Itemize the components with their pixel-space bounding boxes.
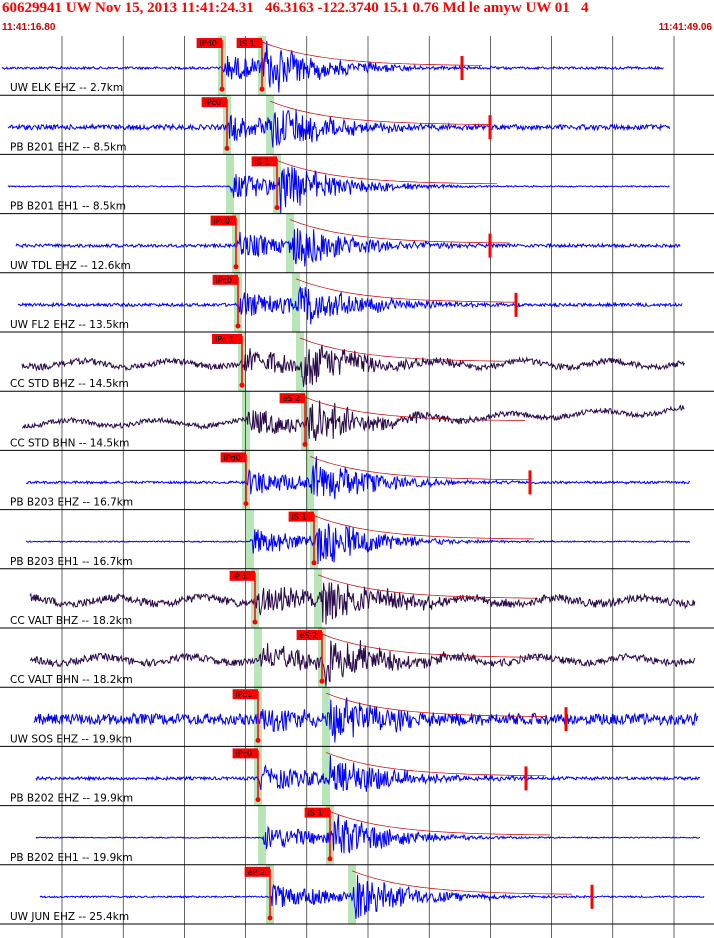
pick-end-marker [236,324,241,329]
pick-label: eP 2 [248,868,265,877]
pick-label: eS 2 [300,631,318,640]
channel-label: UW JUN EHZ -- 25.4km [10,911,129,923]
event-title: 60629941 UW Nov 15, 2013 11:41:24.31 46.… [2,0,589,17]
pick-end-marker [328,856,333,861]
pick-end-marker [220,87,225,92]
pick-end-marker [275,205,280,210]
channel-label: CC STD BHZ -- 14.5km [10,378,129,390]
channel-label: UW FL2 EHZ -- 13.5km [10,319,129,331]
channel-label: PB B202 EHZ -- 19.9km [10,793,133,805]
channel-label: UW TDL EHZ -- 12.6km [10,260,131,272]
pick-end-marker [303,442,308,447]
pick-end-marker [268,916,273,921]
pick-end-marker [256,738,261,743]
coda-end-marker[interactable] [591,885,594,909]
pick-label: iS 1 [255,157,270,166]
phase-window-shading [218,36,356,924]
pick-end-marker [320,679,325,684]
channel-label: PB B203 EH1 -- 16.7km [10,556,133,568]
pick-label: iPc0 [216,276,233,285]
channel-label: CC VALT BHZ -- 18.2km [10,615,132,627]
pick-end-marker [253,620,258,625]
waveform-trace [22,401,684,441]
channel-label: UW ELK EHZ -- 2.7km [10,82,123,94]
coda-end-marker[interactable] [489,234,492,258]
end-time-label: 11:41:49.06 [659,22,712,33]
coda-end-marker[interactable] [565,707,568,731]
coda-end-marker[interactable] [461,56,464,80]
pick-label: iPc0 [214,217,231,226]
pick-label: iS 1 [240,39,255,48]
pick-label: iPd0 [200,39,217,48]
pick-label: iP 1 [233,572,248,581]
coda-end-marker[interactable] [489,115,492,139]
pick-label: iPc1 [236,690,253,699]
waveform-trace [40,875,704,919]
pick-end-marker [225,146,230,151]
channel-label: PB B202 EH1 -- 19.9km [10,852,133,864]
channel-label: PB B201 EH1 -- 8.5km [10,201,126,213]
pick-label: iPc 1 [215,335,234,344]
waveform-trace [26,456,690,499]
pick-end-marker [312,560,317,565]
channel-label: PB B203 EHZ -- 16.7km [10,497,133,509]
pick-label: iS 1 [308,809,323,818]
coda-curve [318,575,538,598]
channel-label: CC VALT BHN -- 18.2km [10,674,133,686]
pick-label: iPc0 [205,98,222,107]
waveform-trace [34,698,698,743]
pick-label: iPc0 [236,749,253,758]
coda-end-marker[interactable] [525,766,528,790]
start-time-label: 11:41:16.80 [2,22,55,33]
trace-layer: UW ELK EHZ -- 2.7km PB B201 EHZ -- 8.5km P… [2,41,704,923]
channel-label: PB B201 EHZ -- 8.5km [10,141,126,153]
coda-end-marker[interactable] [515,293,518,317]
pick-label: iPd0 [224,453,241,462]
event-header: 60629941 UW Nov 15, 2013 11:41:24.31 46.… [0,0,714,36]
pick-end-marker [256,797,261,802]
coda-end-marker[interactable] [529,470,532,494]
pick-end-marker [244,501,249,506]
seismogram-panel: UW ELK EHZ -- 2.7km PB B201 EHZ -- 8.5km P… [0,36,714,938]
pick-end-marker [234,264,239,269]
pick-end-marker [260,87,265,92]
pick-end-marker [240,383,245,388]
pick-label: eS 2 [283,394,301,403]
channel-label: CC STD BHN -- 14.5km [10,437,129,449]
coda-curve [322,634,542,657]
channel-label: UW SOS EHZ -- 19.9km [10,733,132,745]
pick-label: iS 1 [292,513,307,522]
coda-curve [300,338,520,361]
